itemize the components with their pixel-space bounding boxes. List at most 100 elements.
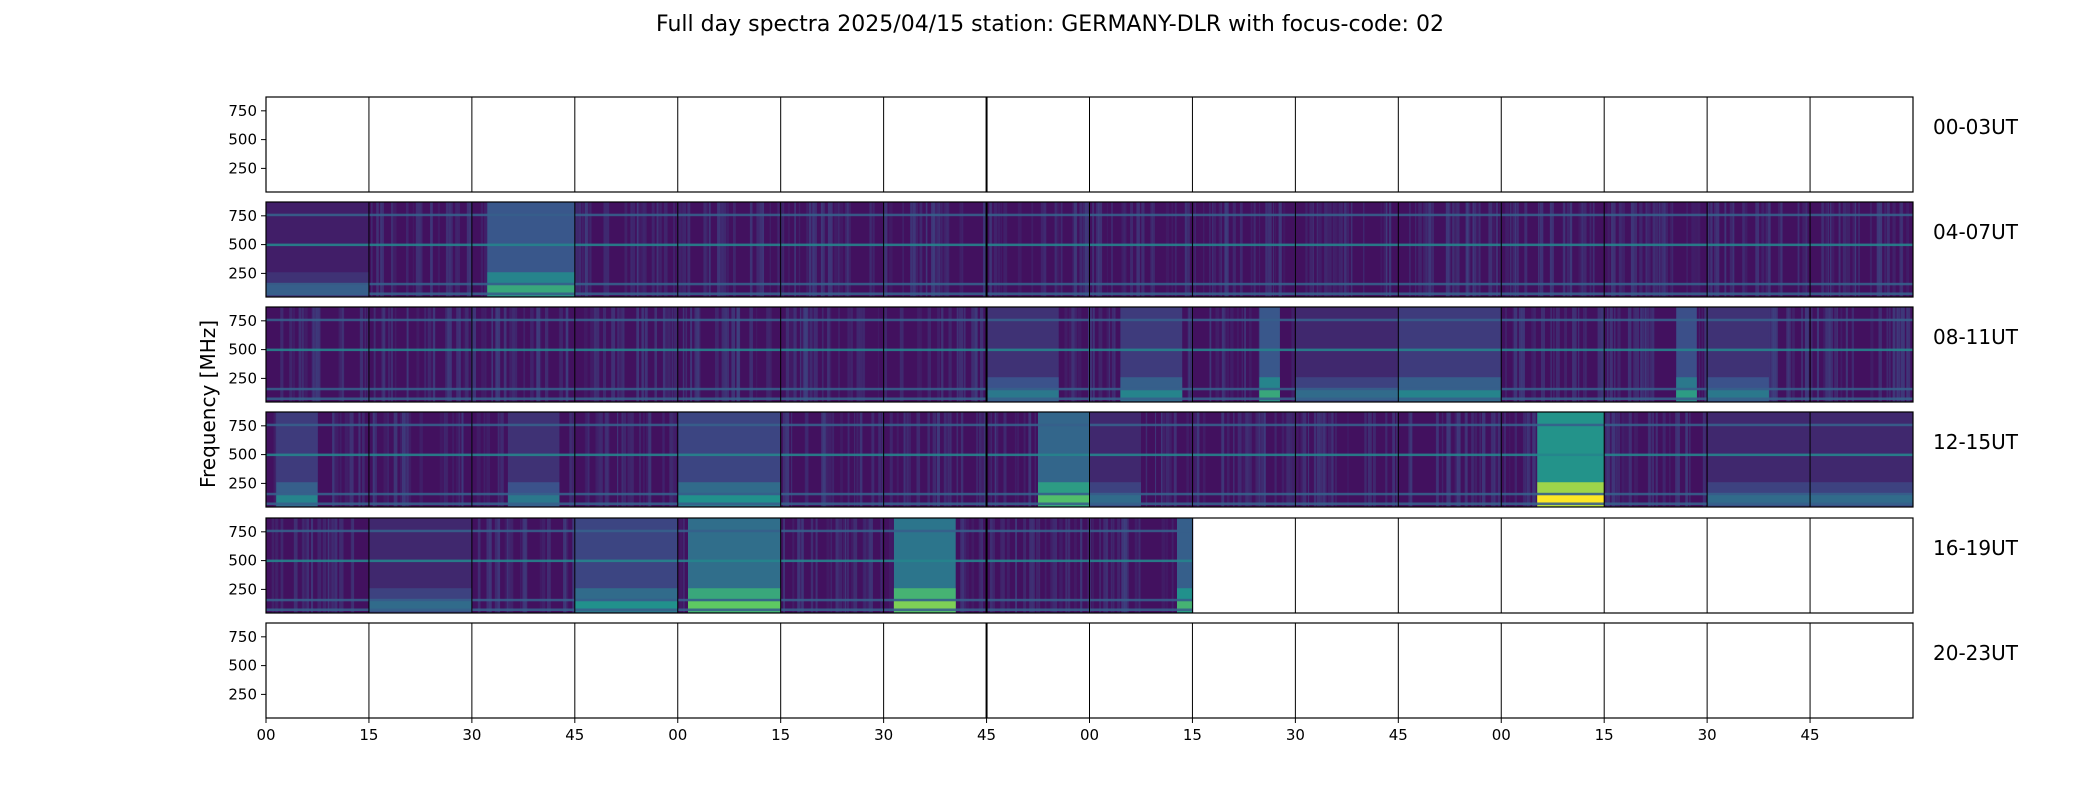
noise-stripe: [1184, 202, 1188, 297]
interference-line: [574, 387, 678, 391]
noise-stripe: [919, 307, 923, 402]
noise-stripe: [275, 518, 279, 613]
noise-stripe: [402, 412, 406, 507]
interference-line: [883, 213, 987, 217]
noise-stripe: [1838, 202, 1841, 297]
interference-line: [1398, 453, 1502, 457]
interference-line: [986, 387, 1090, 391]
noise-stripe: [1232, 202, 1236, 297]
noise-stripe: [446, 202, 450, 297]
noise-stripe: [1089, 307, 1093, 402]
noise-stripe: [488, 518, 492, 613]
y-tick-label: 500: [228, 552, 257, 570]
noise-stripe: [289, 307, 293, 402]
noise-stripe: [636, 202, 639, 297]
noise-stripe: [769, 202, 771, 297]
interference-line: [471, 318, 575, 322]
noise-stripe: [1445, 202, 1450, 297]
noise-stripe: [1053, 518, 1057, 613]
noise-stripe: [1858, 202, 1860, 297]
noise-stripe: [317, 518, 322, 613]
noise-stripe: [936, 202, 939, 297]
noise-stripe: [1732, 202, 1735, 297]
spectrogram-panel: [266, 412, 369, 507]
interference-line: [883, 608, 987, 611]
interference-line: [986, 502, 1090, 505]
emission-band-core: [1537, 494, 1605, 506]
interference-line: [574, 292, 678, 295]
noise-stripe: [383, 412, 387, 507]
noise-stripe: [1165, 412, 1170, 507]
interference-line: [368, 282, 472, 286]
noise-stripe: [1188, 307, 1191, 402]
noise-stripe: [1614, 307, 1616, 402]
noise-stripe: [1290, 412, 1293, 507]
noise-stripe: [1203, 202, 1205, 297]
noise-stripe: [1312, 202, 1314, 297]
interference-line: [986, 318, 1090, 322]
interference-line: [1089, 318, 1193, 322]
noise-stripe: [1652, 202, 1655, 297]
noise-stripe: [1647, 202, 1651, 297]
noise-stripe: [280, 307, 284, 402]
noise-stripe: [884, 307, 887, 402]
noise-stripe: [547, 518, 551, 613]
interference-line: [1707, 282, 1811, 286]
noise-stripe: [937, 307, 941, 402]
noise-stripe: [1015, 518, 1017, 613]
interference-line: [1192, 318, 1296, 322]
noise-stripe: [1615, 412, 1618, 507]
noise-stripe: [674, 307, 678, 402]
noise-stripe: [978, 518, 983, 613]
noise-stripe: [1151, 202, 1154, 297]
noise-stripe: [832, 412, 834, 507]
noise-stripe: [1278, 202, 1282, 297]
row-frame: [265, 96, 1914, 193]
noise-stripe: [566, 518, 569, 613]
noise-stripe: [1006, 518, 1010, 613]
noise-stripe: [943, 412, 947, 507]
noise-stripe: [665, 307, 670, 402]
interference-line: [368, 292, 472, 295]
noise-stripe: [656, 202, 659, 297]
noise-stripe: [1194, 412, 1197, 507]
noise-stripe: [1134, 518, 1138, 613]
noise-stripe: [1256, 412, 1259, 507]
noise-stripe: [1846, 202, 1851, 297]
noise-stripe: [1899, 202, 1903, 297]
spectrogram-panel: [1398, 307, 1502, 402]
noise-stripe: [266, 412, 268, 507]
noise-stripe: [1775, 307, 1778, 402]
noise-stripe: [1265, 202, 1270, 297]
interference-line: [986, 529, 1090, 533]
interference-line: [1810, 348, 1913, 352]
noise-stripe: [1258, 412, 1261, 507]
interference-line: [266, 453, 369, 457]
noise-stripe: [575, 202, 578, 297]
noise-stripe: [1675, 412, 1678, 507]
noise-stripe: [484, 202, 488, 297]
noise-stripe: [641, 202, 645, 297]
noise-stripe: [322, 518, 326, 613]
noise-stripe: [382, 307, 386, 402]
interference-line: [471, 213, 575, 217]
x-tick-label: 45: [1801, 726, 1820, 744]
interference-line: [1398, 318, 1502, 322]
noise-stripe: [1380, 202, 1383, 297]
interference-line: [574, 598, 678, 602]
noise-stripe: [371, 202, 373, 297]
noise-stripe: [1801, 307, 1803, 402]
noise-stripe: [963, 307, 966, 402]
noise-stripe: [1331, 412, 1334, 507]
noise-stripe: [1065, 518, 1068, 613]
interference-line: [883, 282, 987, 286]
noise-stripe: [415, 202, 420, 297]
noise-stripe: [762, 202, 764, 297]
noise-stripe: [339, 518, 344, 613]
noise-stripe: [1239, 202, 1243, 297]
noise-stripe: [1324, 202, 1328, 297]
interference-line: [471, 529, 575, 533]
interference-line: [266, 529, 369, 533]
x-tick-label: 00: [668, 726, 687, 744]
